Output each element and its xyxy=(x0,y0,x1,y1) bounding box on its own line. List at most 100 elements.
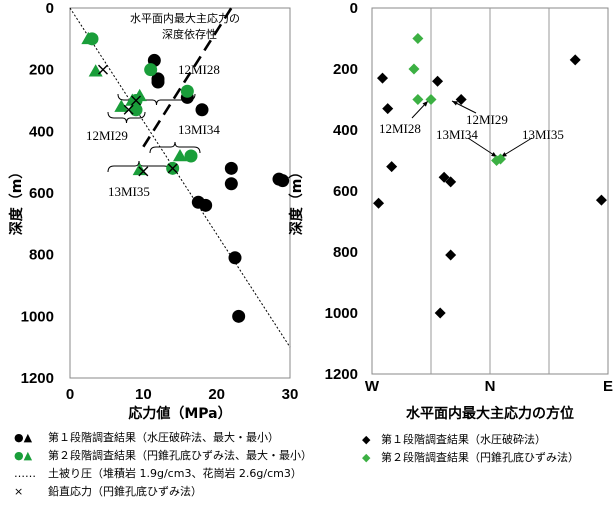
y-tick-label: 1000 xyxy=(325,305,358,322)
legend-label: 第１段階調査結果（水圧破砕法、最大・最小） xyxy=(48,430,279,444)
y-tick-label: 600 xyxy=(29,185,54,202)
y-tick-label: 0 xyxy=(350,0,358,17)
data-point-cross xyxy=(167,163,178,174)
plot-frame xyxy=(69,7,291,379)
legend-label: 第２段階調査結果（円錐孔底ひずみ法、最大・最小） xyxy=(48,448,312,462)
data-point-cross xyxy=(98,64,108,75)
annotation-borehole: 12MI29 xyxy=(466,112,508,127)
overburden-pressure-line xyxy=(69,7,291,348)
y-tick-label: 1200 xyxy=(21,370,54,387)
x-tick-label: W xyxy=(365,378,380,395)
annotation-arrow xyxy=(467,137,498,158)
right-orientation-plot: 0 200 400 600 800 1000 1200 W N E 水平面内最大主応力の方位 深度（m… xyxy=(288,0,613,422)
y-tick-label: 1200 xyxy=(325,366,358,383)
data-point-triangle xyxy=(81,31,96,45)
data-point-diamond xyxy=(382,103,394,115)
annotation-borehole: 12MI28 xyxy=(178,62,220,77)
data-point-diamond xyxy=(434,307,446,319)
y-tick-label: 800 xyxy=(29,247,54,264)
data-point-circle xyxy=(224,177,238,191)
annotation-arrow xyxy=(500,137,533,158)
legend-label: 第１段階調査結果（水圧破砕法） xyxy=(381,432,546,446)
x-tick-label: 30 xyxy=(282,386,299,403)
y-axis-label: 深度（m） xyxy=(8,165,25,236)
data-point-circle xyxy=(276,174,290,188)
data-point-circle xyxy=(195,103,209,117)
annotation-arrowhead xyxy=(422,101,428,107)
y-tick-label: 0 xyxy=(46,0,54,17)
data-point-circle xyxy=(151,72,165,86)
y-tick-label: 200 xyxy=(29,62,54,79)
y-tick-label: 400 xyxy=(29,123,54,140)
annotation-borehole: 12MI28 xyxy=(379,121,421,136)
x-tick-label: 20 xyxy=(208,386,225,403)
y-axis-label: 深度（m） xyxy=(288,165,305,236)
data-point-diamond xyxy=(595,194,607,206)
annotation-depth-title: 水平面内最大主応力の xyxy=(130,11,240,25)
legend-symbol: ◆ xyxy=(362,451,371,464)
x-tick-label: 10 xyxy=(135,386,152,403)
y-tick-label: 800 xyxy=(333,244,358,261)
annotation-arrowhead xyxy=(491,152,497,157)
data-point-cross xyxy=(131,95,141,106)
data-point-diamond xyxy=(445,176,457,188)
legend-label: 鉛直応力（円錐孔底ひずみ法） xyxy=(48,484,202,498)
annotation-borehole: 12MI29 xyxy=(86,128,128,143)
data-point-cross xyxy=(123,104,134,115)
data-point-triangle xyxy=(125,93,140,106)
data-point-diamond xyxy=(408,63,420,75)
data-point-triangle xyxy=(114,99,129,112)
annotation-brace xyxy=(107,111,146,124)
annotation-borehole: 13MI35 xyxy=(522,127,564,142)
left-stress-plot: 0 200 400 600 800 1000 1200 0 10 20 30 応力値（MPa） 深度（m… xyxy=(8,0,298,422)
data-point-triangle xyxy=(132,88,147,102)
annotation-borehole: 13MI35 xyxy=(108,184,150,199)
annotation-borehole: 13MI34 xyxy=(178,122,220,137)
y-tick-label: 400 xyxy=(333,122,358,139)
data-point-circle xyxy=(232,309,246,323)
data-point-circle xyxy=(144,63,158,77)
data-point-diamond xyxy=(438,171,450,183)
data-point-diamond xyxy=(412,33,424,44)
data-point-triangle xyxy=(88,64,103,77)
y-tick-label: 1000 xyxy=(21,308,54,325)
data-point-cross xyxy=(138,166,149,177)
x-tick-label: 0 xyxy=(66,386,74,403)
data-point-circle xyxy=(184,149,198,163)
depth-dependence-line xyxy=(142,7,233,148)
legend-symbol: ●▲ xyxy=(14,449,33,462)
legend-symbol: × xyxy=(14,485,23,498)
legend-label: 土被り圧（堆積岩 1.9g/cm3、花崗岩 2.6g/cm3） xyxy=(48,466,302,480)
data-point-triangle xyxy=(173,149,187,162)
legend-symbol: …… xyxy=(14,467,36,480)
data-point-diamond xyxy=(425,94,437,105)
data-point-diamond xyxy=(432,75,444,87)
legend-symbol: ◆ xyxy=(362,433,371,446)
legend-symbol: ●▲ xyxy=(14,431,33,444)
annotation-brace xyxy=(149,141,201,154)
data-point-diamond xyxy=(373,197,385,209)
x-axis-label: 応力値（MPa） xyxy=(128,405,231,422)
legends: ●▲ 第１段階調査結果（水圧破砕法、最大・最小） ●▲ 第２段階調査結果（円錐孔底ひず… xyxy=(14,430,579,498)
annotation-borehole: 13MI34 xyxy=(436,127,478,142)
data-point-diamond xyxy=(386,161,398,173)
annotation-depth-title: 深度依存性 xyxy=(162,27,217,41)
data-point-circle xyxy=(224,161,238,175)
data-point-diamond xyxy=(455,94,467,105)
data-point-diamond xyxy=(376,72,388,84)
x-tick-label: E xyxy=(603,378,613,395)
legend-label: 第２段階調査結果（円錐孔底ひずみ法） xyxy=(381,450,579,464)
y-tick-label: 600 xyxy=(333,183,358,200)
data-point-circle xyxy=(199,198,213,212)
x-tick-label: N xyxy=(485,378,496,395)
x-axis-label: 水平面内最大主応力の方位 xyxy=(406,405,574,422)
y-tick-label: 200 xyxy=(333,61,358,78)
data-point-diamond xyxy=(445,249,457,261)
annotation-arrowhead xyxy=(452,101,458,106)
data-point-diamond xyxy=(412,94,424,105)
data-point-circle xyxy=(180,84,194,98)
data-point-circle xyxy=(228,251,242,265)
data-point-diamond xyxy=(494,153,506,165)
data-point-diamond xyxy=(569,54,581,66)
